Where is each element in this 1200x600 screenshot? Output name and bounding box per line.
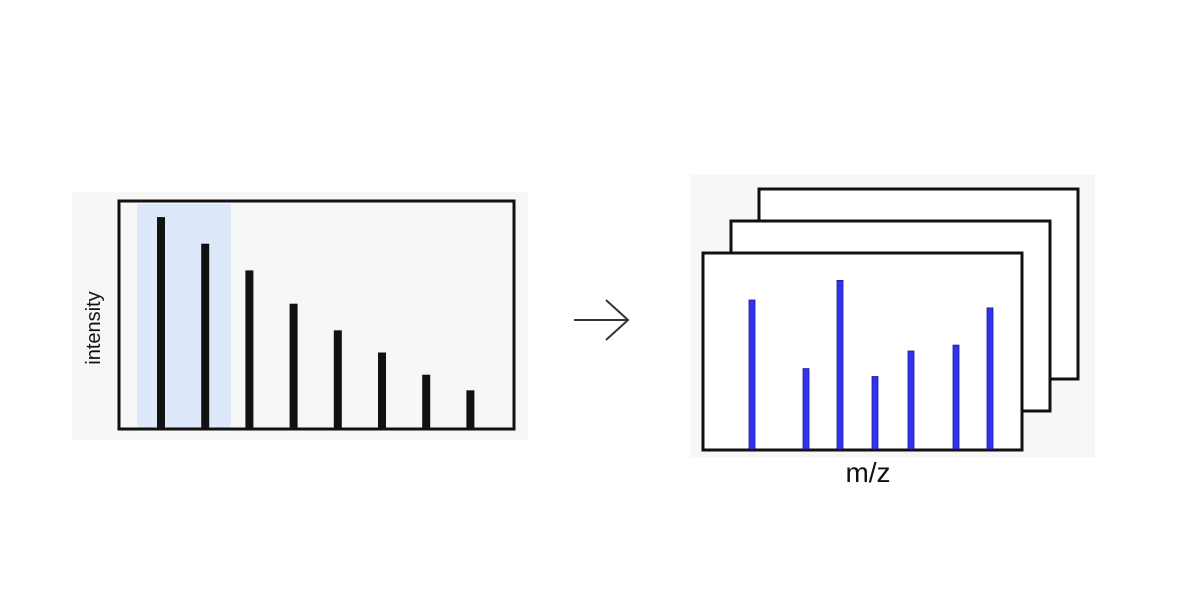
highlight-window [137, 204, 231, 428]
source-peak [333, 330, 342, 428]
right-arrow-icon [574, 299, 630, 341]
source-spectrum-frame [117, 199, 516, 431]
source-peak [157, 217, 165, 428]
fragment-peaks [748, 279, 994, 450]
source-peak [289, 303, 298, 428]
source-spectrum: intensity [72, 192, 528, 440]
source-peaks [157, 217, 475, 428]
fragment-peak [802, 368, 810, 450]
y-axis-label: intensity [83, 291, 105, 364]
fragment-peak [836, 279, 844, 450]
source-peak [201, 243, 210, 428]
source-peak [245, 270, 254, 428]
fragment-peak [907, 350, 915, 450]
fragment-peak [986, 307, 994, 450]
source-peak [378, 352, 386, 428]
fragment-peak [952, 344, 960, 450]
x-axis-label: m/z [845, 457, 890, 488]
source-peak [422, 374, 431, 428]
source-peak [466, 390, 475, 428]
spectrum-stack: m/z [690, 175, 1095, 488]
fragment-peak [748, 299, 756, 450]
stack-card-front [701, 251, 1024, 452]
fragment-peak [871, 376, 879, 450]
